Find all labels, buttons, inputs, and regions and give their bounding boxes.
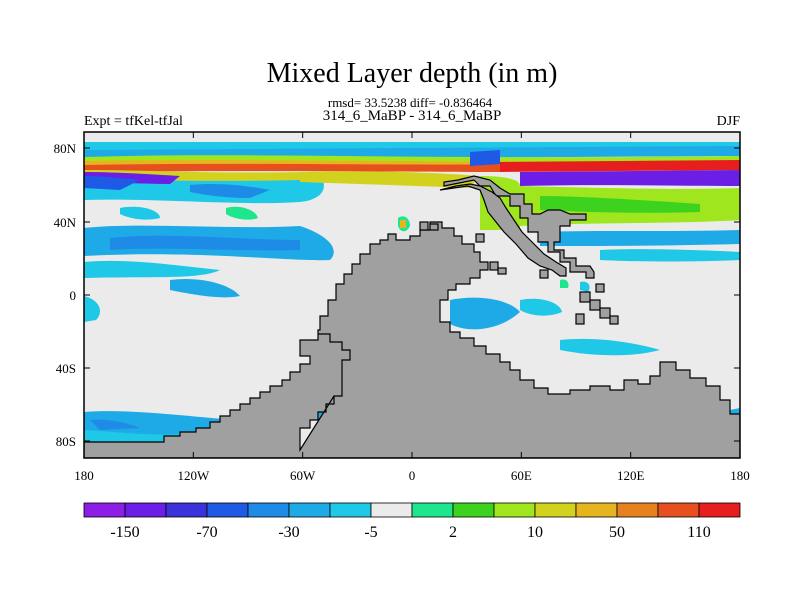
colorbar-swatch <box>247 502 290 518</box>
colorbar-swatch <box>411 502 454 518</box>
figure-title: Mixed Layer depth (in m) <box>267 58 558 89</box>
north-pacific-green <box>226 206 258 220</box>
small-island-10 <box>595 283 605 293</box>
colorbar-label: -70 <box>196 524 217 541</box>
west-edge-blob <box>84 296 100 322</box>
colorbar-swatch <box>370 502 413 518</box>
mediterranean-orange <box>400 220 406 228</box>
land-masses <box>84 175 740 458</box>
small-island-9 <box>609 315 619 325</box>
y-tick-label: 80S <box>56 434 76 449</box>
small-island-2 <box>429 223 439 231</box>
y-tick-label: 80N <box>54 141 77 156</box>
colorbar-label: -150 <box>110 524 139 541</box>
subtitle: 314_6_MaBP - 314_6_MaBP <box>323 108 502 124</box>
colorbar-swatch <box>657 502 700 518</box>
indian-light-spot <box>580 281 590 292</box>
x-tick-label: 120W <box>177 468 210 483</box>
small-island-12 <box>475 233 485 243</box>
equatorial-east-light <box>520 298 562 316</box>
indian-ocean-band <box>560 338 660 356</box>
colorbar-swatch <box>698 502 741 518</box>
small-island-6 <box>589 299 601 311</box>
colorbar-swatch <box>165 502 208 518</box>
colorbar-label: 50 <box>609 524 625 541</box>
map-panel: 180 120W 60W 0 60E 120E 180 80N 40N 0 40S 80S <box>54 131 750 483</box>
colorbar-swatch <box>206 502 249 518</box>
colorbar-swatch <box>493 502 536 518</box>
colorbar-label: 2 <box>449 524 457 541</box>
x-axis-ticks: 180 120W 60W 0 60E 120E 180 <box>74 132 750 483</box>
subtropical-east-light <box>600 249 740 262</box>
y-axis-ticks: 80N 40N 0 40S 80S <box>54 141 740 449</box>
equatorial-east-blob <box>450 297 520 330</box>
x-tick-label: 0 <box>409 468 416 483</box>
x-tick-label: 60W <box>290 468 316 483</box>
colorbar-swatch <box>534 502 577 518</box>
x-tick-label: 180 <box>74 468 94 483</box>
small-island-1 <box>419 221 429 231</box>
colorbar: -150 -70 -30 -5 2 10 50 110 <box>83 502 741 541</box>
tropical-light-band <box>84 260 220 278</box>
colorbar-swatch <box>288 502 331 518</box>
stats-line: rmsd= 33.5238 diff= -0.836464 <box>328 95 493 110</box>
colorbar-swatch <box>616 502 659 518</box>
north-purple-east <box>520 170 740 186</box>
mid-north-deep <box>190 183 270 198</box>
north-atlantic-green-deep <box>540 196 700 213</box>
small-island-5 <box>579 291 591 303</box>
main-continent <box>84 221 740 458</box>
experiment-label: Expt = tfKel-tfJal <box>84 114 183 129</box>
southern-ocean-deep <box>90 419 140 430</box>
colorbar-swatch <box>83 502 126 518</box>
east-continent <box>443 175 595 279</box>
small-island-11 <box>539 269 549 279</box>
arctic-light-band <box>84 142 740 152</box>
north-red-band-west <box>84 163 500 172</box>
north-west-deep-blue <box>84 176 140 190</box>
central-block <box>439 183 567 277</box>
colorbar-label: 10 <box>527 524 543 541</box>
colorbar-swatch <box>575 502 618 518</box>
colorbar-swatch <box>124 502 167 518</box>
x-tick-label: 120E <box>617 468 645 483</box>
colorbar-swatch <box>329 502 372 518</box>
tropical-blob <box>170 278 240 298</box>
small-island-7 <box>599 307 611 319</box>
small-island-8 <box>575 313 585 325</box>
colorbar-label: 110 <box>687 524 710 541</box>
north-pacific-deep-band <box>110 235 300 251</box>
north-red-band-east <box>500 160 740 172</box>
y-tick-label: 40N <box>54 215 77 230</box>
north-mid-yellow <box>300 171 480 188</box>
y-tick-label: 0 <box>70 288 77 303</box>
season-label: DJF <box>717 114 741 129</box>
southern-ocean-band-light <box>84 430 180 444</box>
colorbar-swatch <box>452 502 495 518</box>
x-tick-label: 180 <box>730 468 750 483</box>
indian-green-spot <box>560 279 569 288</box>
x-tick-label: 60E <box>511 468 532 483</box>
small-island-4 <box>497 267 507 275</box>
arctic-blue-spot <box>470 150 500 166</box>
y-tick-label: 40S <box>56 361 76 376</box>
north-pacific-light <box>120 206 160 220</box>
small-island-3 <box>489 261 499 271</box>
colorbar-label: -5 <box>364 524 377 541</box>
subtropical-east-band <box>540 230 740 246</box>
colorbar-label: -30 <box>278 524 299 541</box>
